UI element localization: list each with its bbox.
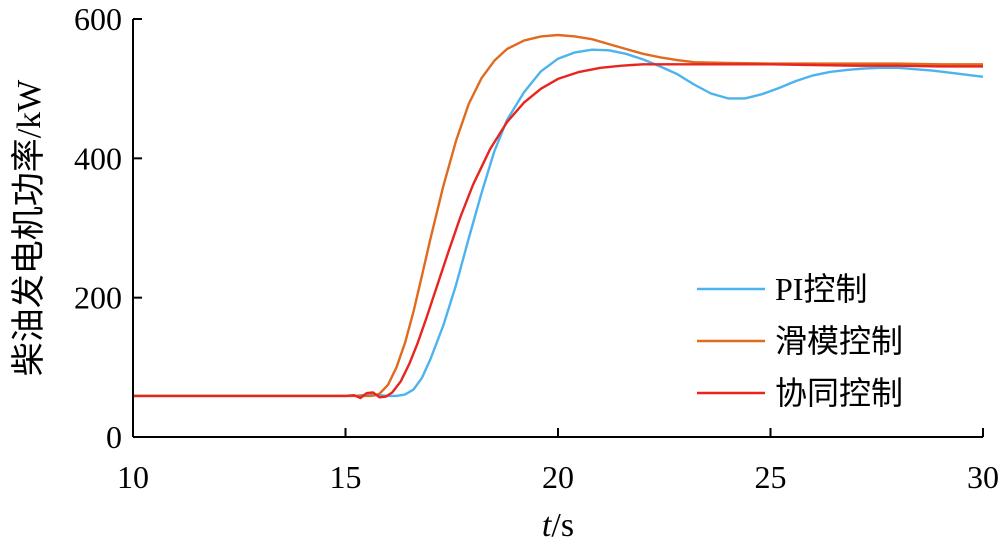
x-axis-label-unit: /s bbox=[551, 507, 574, 544]
y-tick-label-3: 600 bbox=[74, 1, 122, 37]
x-tick-label-0: 10 bbox=[117, 459, 149, 495]
x-tick-label-4: 30 bbox=[967, 459, 999, 495]
legend-label-1: PI控制 bbox=[775, 271, 867, 307]
series-line-3 bbox=[133, 63, 983, 400]
x-tick-label-1: 15 bbox=[330, 459, 362, 495]
y-axis-label: 柴油发电机功率/kW bbox=[10, 79, 48, 376]
x-axis-label-variable: t bbox=[542, 507, 553, 544]
legend-label-3: 协同控制 bbox=[775, 375, 903, 411]
y-tick-label-2: 400 bbox=[74, 140, 122, 176]
series-layer bbox=[133, 33, 984, 400]
ticks-layer: 10 15 20 25 30 0 200 400 600 bbox=[74, 1, 999, 495]
y-tick-label-0: 0 bbox=[106, 419, 122, 455]
legend-label-2: 滑模控制 bbox=[775, 323, 903, 359]
x-tick-label-3: 25 bbox=[755, 459, 787, 495]
series-line-1 bbox=[133, 48, 984, 398]
x-axis-label: t/s bbox=[542, 507, 574, 544]
y-tick-label-1: 200 bbox=[74, 280, 122, 316]
x-tick-label-2: 20 bbox=[542, 459, 574, 495]
